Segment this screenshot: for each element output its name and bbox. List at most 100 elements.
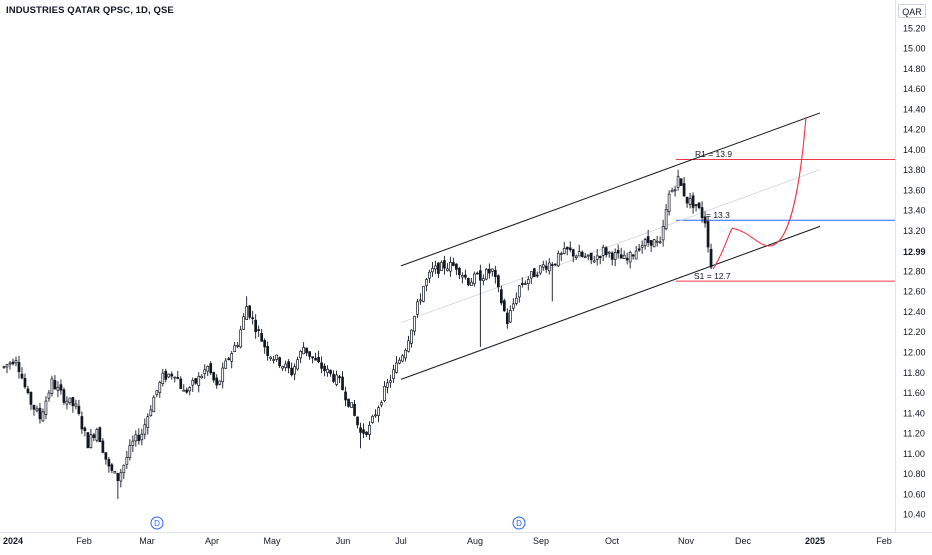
- candle-body: [455, 263, 458, 270]
- candle-body: [11, 361, 15, 365]
- candle-body: [281, 366, 284, 369]
- candle-body: [464, 274, 467, 278]
- candle-body: [401, 355, 404, 362]
- candle-body: [302, 347, 305, 355]
- candle-body: [619, 254, 623, 259]
- candle-body: [410, 329, 413, 344]
- candle-body: [215, 377, 219, 386]
- candle-body: [380, 402, 383, 406]
- candle-body: [392, 369, 395, 379]
- candle-body: [158, 382, 162, 393]
- time-tick-label: Sep: [533, 536, 549, 546]
- candle-body: [80, 416, 84, 430]
- candle-body: [556, 253, 560, 267]
- projection-path: [712, 116, 807, 270]
- candle-body: [488, 268, 491, 274]
- price-tick-label: 11.20: [903, 429, 925, 439]
- price-tick-label: 13.80: [903, 165, 926, 175]
- candle-body: [248, 305, 252, 318]
- candle-body: [212, 372, 216, 381]
- candle-body: [700, 207, 704, 218]
- candle-body: [485, 268, 488, 280]
- candles: [2, 169, 713, 499]
- time-tick-label: Jul: [395, 536, 407, 546]
- candle-body: [101, 440, 105, 453]
- candle-body: [577, 251, 581, 257]
- candle-body: [553, 263, 557, 266]
- candle-body: [20, 373, 24, 379]
- candle-body: [338, 376, 341, 379]
- time-tick-label: Apr: [205, 536, 219, 546]
- candle-body: [326, 368, 329, 373]
- candle-body: [323, 365, 326, 371]
- candle-body: [598, 255, 602, 258]
- dividend-marker-label: D: [154, 519, 160, 528]
- candle-body: [35, 408, 39, 412]
- price-tick-label: 11.80: [903, 368, 925, 378]
- candle-body: [53, 380, 57, 390]
- candle-body: [224, 360, 228, 369]
- time-axis[interactable]: 2024 Feb Mar Apr May Jun Jul Aug Sep Oct Nov Dec 202…: [3, 536, 892, 546]
- candle-body: [589, 252, 593, 261]
- time-tick-label: 2024: [3, 536, 23, 546]
- candle-body: [604, 247, 608, 256]
- candle-body: [550, 264, 554, 266]
- candle-body: [182, 389, 186, 392]
- candle-body: [625, 257, 629, 261]
- candle-body: [137, 434, 141, 442]
- candle-body: [479, 270, 482, 281]
- candle-body: [482, 278, 485, 282]
- candle-body: [227, 358, 231, 360]
- candle-body: [116, 472, 120, 481]
- candle-body: [440, 261, 443, 271]
- price-tick-label: 13.40: [903, 206, 926, 216]
- candle-body: [646, 236, 650, 243]
- currency-button[interactable]: QAR: [898, 4, 926, 18]
- candle-body: [595, 255, 599, 260]
- price-tick-label: 11.40: [903, 408, 925, 418]
- pivot-levels: R1 = 13.9 = 13.3 S1 = 12.7: [676, 149, 895, 282]
- candle-body: [470, 281, 473, 286]
- candle-body: [386, 382, 389, 388]
- dividend-marker[interactable]: D: [512, 516, 526, 530]
- candle-body: [296, 359, 299, 370]
- candle-body: [329, 369, 332, 374]
- candle-body: [667, 193, 671, 212]
- candle-body: [140, 433, 144, 441]
- candle-body: [335, 374, 338, 385]
- candle-body: [149, 409, 153, 417]
- pivot-level-label: = 13.3: [706, 210, 730, 220]
- candle-body: [344, 391, 347, 401]
- candle-body: [194, 378, 198, 384]
- candle-body: [374, 414, 377, 417]
- candle-body: [499, 289, 503, 304]
- candle-body: [275, 354, 278, 360]
- candle-body: [200, 375, 204, 379]
- candle-body: [14, 360, 18, 364]
- candle-body: [107, 459, 111, 467]
- candle-body: [308, 351, 311, 357]
- candle-body: [26, 388, 30, 394]
- candle-body: [637, 248, 641, 251]
- price-axis[interactable]: 15.20 15.00 14.80 14.60 14.40 14.20 14.00 13.80…: [903, 23, 926, 519]
- candle-body: [452, 262, 455, 266]
- candle-body: [188, 387, 192, 392]
- dividend-marker[interactable]: D: [150, 516, 164, 530]
- candle-body: [71, 397, 75, 407]
- candle-body: [47, 392, 51, 399]
- candle-body: [113, 471, 117, 474]
- candle-body: [83, 427, 87, 431]
- candle-body: [38, 407, 42, 420]
- candle-body: [287, 361, 290, 369]
- candle-body: [8, 362, 12, 365]
- candle-body: [461, 275, 464, 278]
- candle-body: [161, 372, 165, 385]
- candle-body: [526, 279, 530, 284]
- time-tick-label: Nov: [678, 536, 695, 546]
- candle-body: [365, 431, 368, 435]
- candle-body: [125, 457, 129, 465]
- channel-upper-line: [400, 112, 821, 267]
- candle-body: [143, 424, 147, 435]
